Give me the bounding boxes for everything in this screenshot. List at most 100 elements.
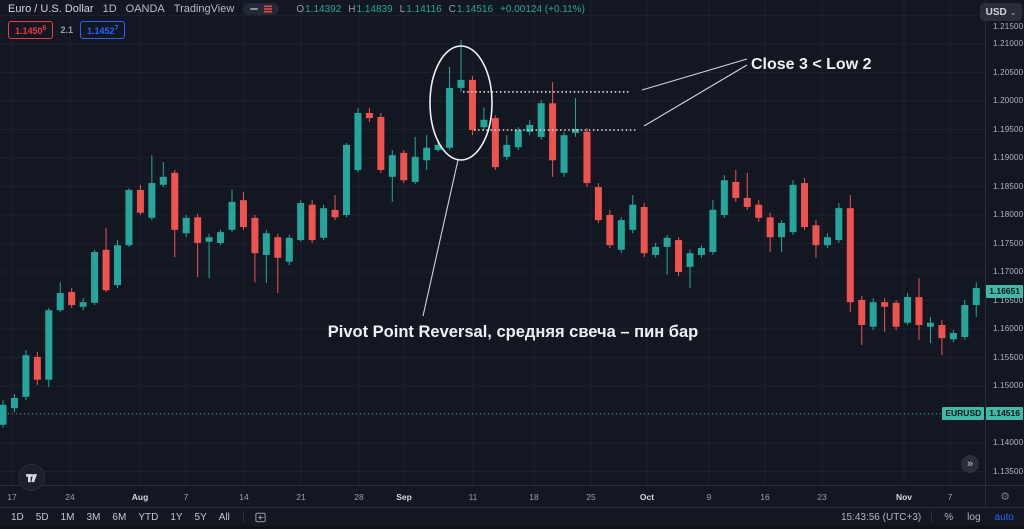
brand-label: TradingView [173,3,235,15]
interval-label[interactable]: 1D [102,3,117,15]
candle-body [755,204,763,218]
candle-body [79,302,87,307]
candle-body [572,128,579,133]
price-axis-label: 1.21500 [993,22,1024,31]
candle-body [457,79,465,88]
close-label: C [448,3,456,15]
candle-body [846,208,854,303]
time-axis[interactable]: 17 24 Aug 7 14 21 28 Sep 11 18 25 Oct 9 16 23 Nov 7 ⚙ [0,485,1024,507]
candle-body [434,144,442,151]
range-button-1M[interactable]: 1M [58,511,78,524]
price-axis-label: 1.18500 [993,181,1024,191]
time-axis-label: 7 [183,492,189,502]
candle-body [56,293,64,311]
go-to-date-icon [255,512,266,522]
range-buttons: 1D 5D 1M 3M 6M YTD 1Y 5Y All [8,511,233,524]
bottom-strip [0,526,1024,529]
candle-body [617,220,625,250]
time-axis-label: 7 [947,492,953,502]
scroll-to-realtime-button[interactable]: » [961,455,979,473]
open-value: 1.14392 [305,3,342,15]
time-ticks: 17 24 Aug 7 14 21 28 Sep 11 18 25 Oct 9 16 23 Nov 7 [0,486,985,507]
price-tag-value: 1.14516 [986,407,1023,421]
double-chevron-right-icon: » [966,458,974,470]
spread-value: 2.1 [60,25,73,35]
candle-body [526,124,534,132]
candle-body [732,181,740,198]
symbol-title[interactable]: Euro / U.S. Dollar [8,3,94,15]
candle-body [239,200,247,227]
currency-selector-button[interactable]: USD ⌄ [980,3,1022,21]
header-mini-toolbar[interactable] [243,3,280,15]
candle-body [446,87,454,148]
candle-body [640,207,648,254]
candle-body [331,209,339,218]
candle-body [400,152,408,181]
range-button-1D[interactable]: 1D [8,511,27,524]
time-axis-label: 9 [706,492,712,502]
price-axis-label: 1.21000 [993,39,1024,48]
time-axis-label: 23 [817,492,827,502]
candle-body [514,130,522,148]
candle-body [125,189,133,246]
percent-scale-button[interactable]: % [944,511,954,523]
candle-body [904,297,912,323]
candle-body [251,217,259,254]
go-to-date-button[interactable] [254,511,267,524]
symbol-tag-label: EURUSD [942,407,985,421]
tradingview-logo-icon [26,474,37,483]
chart-canvas[interactable]: Close 3 < Low 2 Pivot Point Reversal, сре… [0,0,985,485]
candle-body [91,252,99,303]
close-value: 1.14516 [456,3,494,15]
candle-body [881,302,889,307]
time-axis-label: 25 [586,492,596,502]
candle-body [686,253,694,267]
candle-body [217,232,225,243]
hide-icon [250,8,259,10]
change-value: +0.00124 (+0.11%) [500,3,585,15]
range-button-5D[interactable]: 5D [33,511,52,524]
candle-body [823,237,831,246]
time-axis-label: 17 [7,492,17,502]
chart-header: Euro / U.S. Dollar 1D OANDA TradingView … [8,3,585,15]
tradingview-logo[interactable] [18,464,45,491]
chevron-down-icon: ⌄ [1009,7,1017,17]
log-scale-button[interactable]: log [967,511,981,523]
range-button-3M[interactable]: 3M [84,511,104,524]
candle-body [22,355,30,397]
candle-body [663,237,671,247]
candle-body [411,156,419,182]
candle-body [812,225,820,246]
ask-price-box[interactable]: 1.14527 [79,21,126,39]
time-axis-label: 28 [354,492,364,502]
low-value: 1.14116 [406,3,442,15]
price-axis[interactable]: 1.21500 1.21000 1.20500 1.20000 1.19500 1.190… [942,0,1024,485]
chart-pane[interactable]: Close 3 < Low 2 Pivot Point Reversal, сре… [0,0,985,491]
candle-body [343,144,350,216]
exchange-label: OANDA [125,3,165,15]
auto-scale-button[interactable]: auto [994,511,1014,523]
price-axis-label: 1.16500 [993,295,1024,305]
range-button-6M[interactable]: 6M [109,511,129,524]
time-axis-label: 14 [239,492,249,502]
candle-body [537,103,545,137]
bid-price-box[interactable]: 1.14506 [8,21,54,39]
candle-body [766,217,774,238]
bid-value: 1.1450 [15,26,43,36]
candle-body [961,305,969,337]
axis-settings-cell[interactable]: ⚙ [985,486,1024,507]
candle-body [549,103,557,161]
range-button-YTD[interactable]: YTD [135,511,161,524]
candle-body [503,144,511,157]
clock-readout[interactable]: 15:43:56 (UTC+3) [840,511,922,523]
candle-body [194,217,202,243]
candle-body [171,172,179,230]
range-button-5Y[interactable]: 5Y [192,511,210,524]
candle-body [33,356,41,380]
candle-body [949,332,957,340]
price-axis-label: 1.17500 [993,238,1024,248]
range-button-1Y[interactable]: 1Y [167,511,185,524]
range-button-All[interactable]: All [216,511,233,524]
time-axis-label: 21 [296,492,306,502]
